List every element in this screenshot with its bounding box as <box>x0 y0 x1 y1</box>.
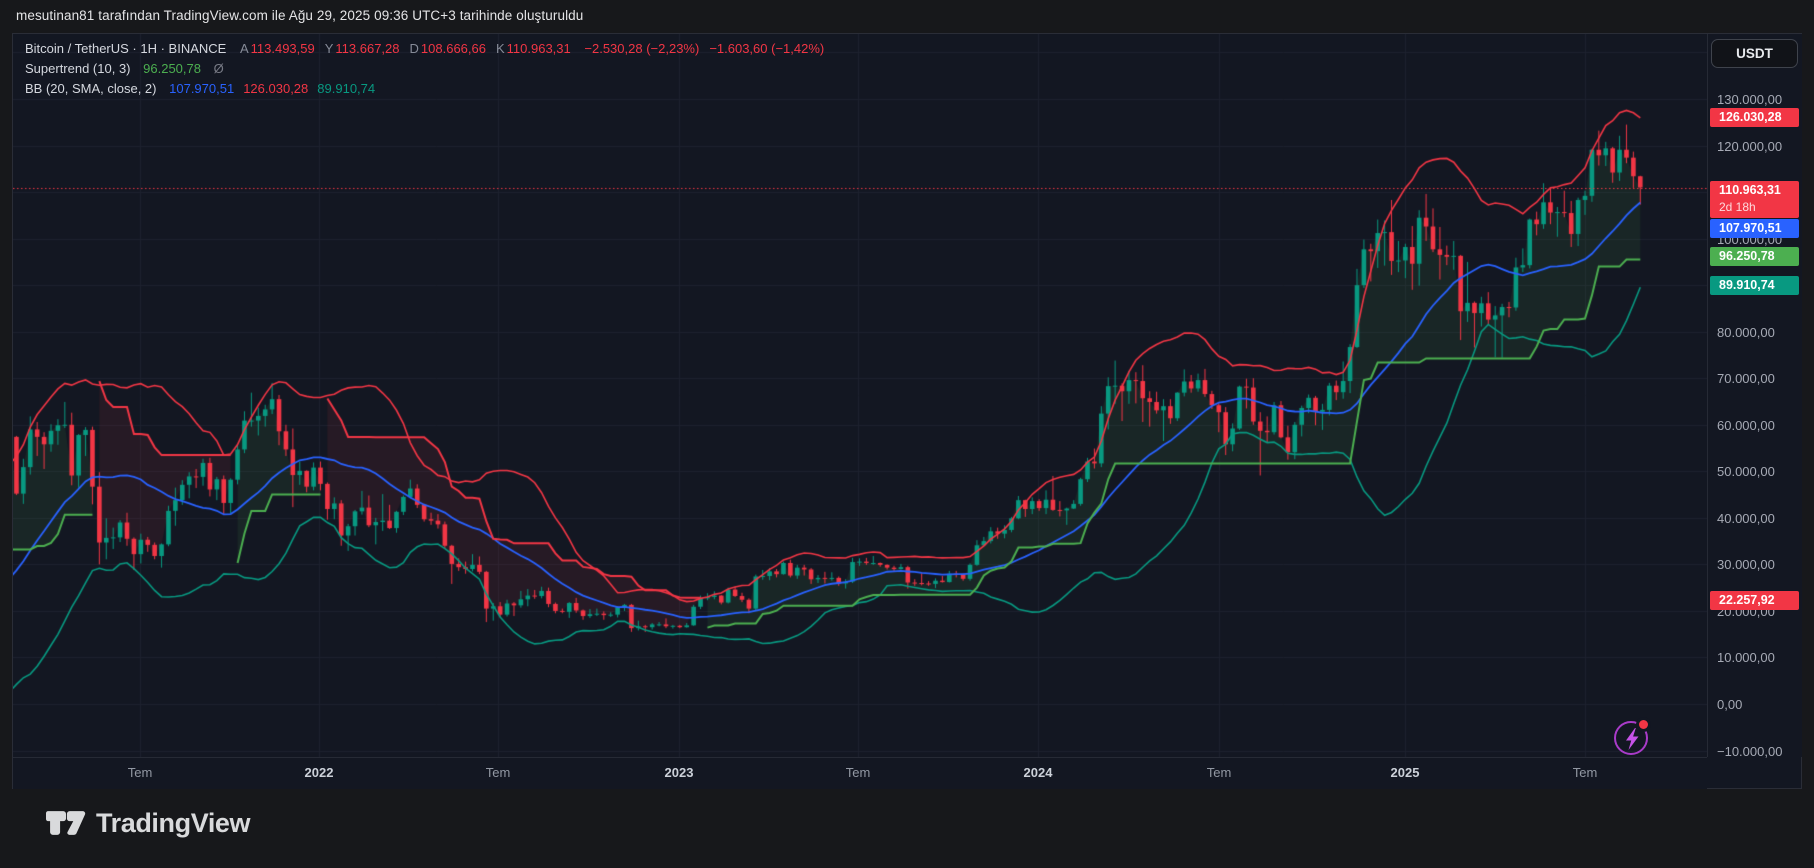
attribution-bar: mesutinan81 tarafından TradingView.com i… <box>0 0 1814 33</box>
axis-price-label-text: 110.963,31 <box>1719 182 1781 197</box>
price-tick-label: 120.000,00 <box>1717 138 1783 154</box>
time-axis-label: Tem <box>1206 765 1232 780</box>
ohlc-change: −1.603,60 (−1,42%) <box>709 41 825 56</box>
price-axis[interactable]: USDT 130.000,00120.000,00110.000,00100.0… <box>1707 34 1802 759</box>
axis-price-label: 126.030,28 <box>1710 107 1799 127</box>
legend-supertrend-row[interactable]: Supertrend (10, 3) 96.250,78 Ø <box>25 59 824 79</box>
time-axis-label: Tem <box>127 765 153 780</box>
time-axis-label: 2022 <box>304 765 334 780</box>
supertrend-title: Supertrend (10, 3) <box>25 61 131 76</box>
axis-price-label: 107.970,51 <box>1710 218 1799 238</box>
price-tick-label: 70.000,00 <box>1717 371 1775 387</box>
lightning-icon <box>1626 728 1639 750</box>
time-axis-label: Tem <box>845 765 871 780</box>
ohlc-stat-label: A <box>239 41 249 56</box>
ohlc-stat-value: 110.963,31 <box>506 41 571 56</box>
time-axis-label: 2023 <box>664 765 694 780</box>
axis-price-label: 110.963,31 2d 18h <box>1710 180 1799 218</box>
ohlc-change: −2.530,28 (−2,23%) <box>584 41 700 56</box>
axis-price-label: 96.250,78 <box>1710 246 1799 266</box>
legend-symbol-row[interactable]: Bitcoin / TetherUS · 1H · BINANCE A 113.4… <box>25 39 824 59</box>
bb-values: 107.970,51 126.030,28 89.910,74 <box>160 81 375 96</box>
ohlc-stat-label: K <box>495 41 505 56</box>
price-tick-label: 80.000,00 <box>1717 324 1775 340</box>
ohlc-stat-value: 108.666,66 <box>420 41 486 56</box>
ohlc-stat-label: Y <box>324 41 334 56</box>
lightning-badge <box>1614 720 1648 755</box>
ohlc-stat-label: D <box>409 41 419 56</box>
price-tick-label: 40.000,00 <box>1717 510 1775 526</box>
price-tick-label: 50.000,00 <box>1717 464 1775 480</box>
price-tick-label: 130.000,00 <box>1717 92 1783 107</box>
tradingview-wordmark: TradingView <box>96 807 251 838</box>
currency-toggle-button[interactable]: USDT <box>1711 39 1798 68</box>
time-axis-label: Tem <box>485 765 511 780</box>
tradingview-logo[interactable]: TradingView <box>46 806 251 840</box>
time-axis-label: 2024 <box>1023 765 1053 780</box>
supertrend-value: 96.250,78 <box>143 61 201 76</box>
time-axis[interactable]: Tem 2022 Tem 2023 Tem 2024 Tem 2025 Tem <box>13 757 1707 789</box>
symbol-title: Bitcoin / TetherUS · 1H · BINANCE <box>25 41 227 56</box>
price-chart-canvas[interactable] <box>13 34 1707 757</box>
ohlc-stats: A 113.493,59 Y 113.667,28 D 108.666,66 K 110.96… <box>230 41 571 56</box>
footer-bar: TradingView <box>0 789 1814 868</box>
legend-bb-row[interactable]: BB (20, SMA, close, 2) 107.970,51 126.030… <box>25 79 824 99</box>
price-tick-label: 10.000,00 <box>1717 650 1775 666</box>
axis-price-label-text: 89.910,74 <box>1719 278 1775 293</box>
axis-price-label: 22.257,92 <box>1710 590 1799 610</box>
chart-legend: Bitcoin / TetherUS · 1H · BINANCE A 113.4… <box>25 39 824 99</box>
axis-price-label-countdown: 2d 18h <box>1719 199 1756 214</box>
time-axis-label: 2025 <box>1390 765 1420 780</box>
ohlc-stat-value: 113.493,59 <box>250 41 315 56</box>
axis-price-label-text: 107.970,51 <box>1719 220 1782 235</box>
axis-price-label-text: 22.257,92 <box>1719 592 1775 607</box>
price-tick-label: −10.000,00 <box>1717 743 1783 759</box>
tradingview-mark-icon <box>46 811 86 835</box>
axis-price-label-text: 126.030,28 <box>1719 109 1782 124</box>
supertrend-hidden-value: Ø <box>213 61 224 76</box>
ohlc-stat-value: 113.667,28 <box>335 41 400 56</box>
price-tick-label: 60.000,00 <box>1717 417 1775 433</box>
bb-value: 107.970,51 <box>169 81 235 96</box>
attribution-text: mesutinan81 tarafından TradingView.com i… <box>16 8 584 23</box>
price-tick-label: 30.000,00 <box>1717 557 1775 573</box>
axis-price-label: 89.910,74 <box>1710 276 1799 296</box>
bb-title: BB (20, SMA, close, 2) <box>25 81 157 96</box>
notification-dot <box>1639 720 1648 729</box>
bb-value: 89.910,74 <box>317 81 376 96</box>
price-tick-label: 0,00 <box>1717 697 1743 712</box>
ohlc-changes: −2.530,28 (−2,23%) −1.603,60 (−1,42%) <box>574 41 824 56</box>
bb-value: 126.030,28 <box>243 81 309 96</box>
time-axis-label: Tem <box>1572 765 1598 780</box>
axis-price-label-text: 96.250,78 <box>1719 248 1775 263</box>
chart-widget: Bitcoin / TetherUS · 1H · BINANCE A 113.4… <box>12 33 1802 789</box>
